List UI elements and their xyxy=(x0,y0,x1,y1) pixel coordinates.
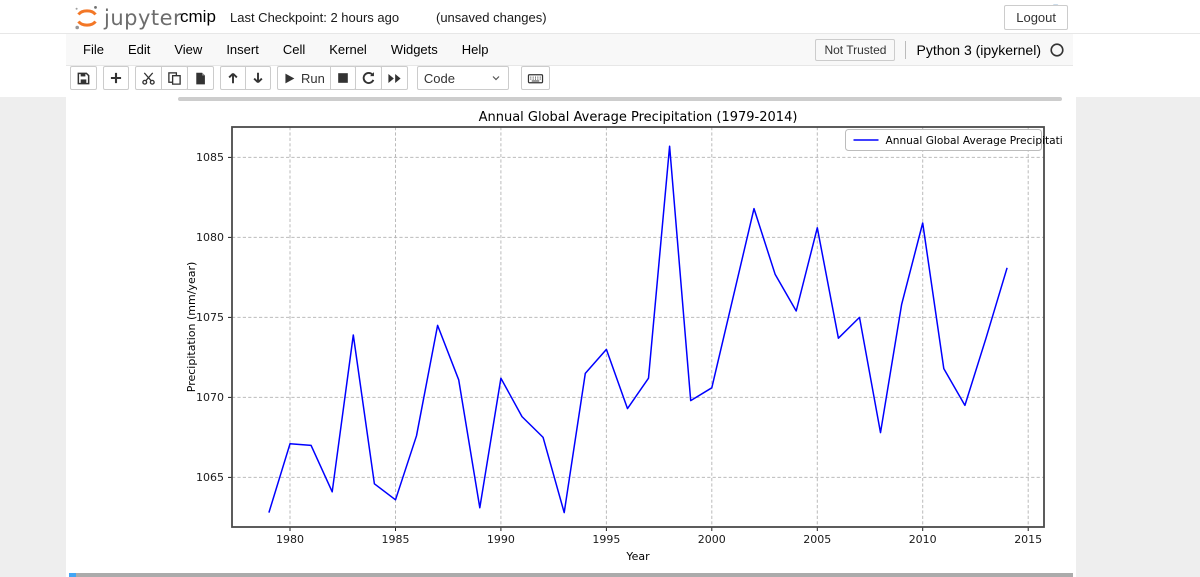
play-icon xyxy=(285,73,295,83)
menu-help[interactable]: Help xyxy=(461,42,489,57)
menu-widgets[interactable]: Widgets xyxy=(390,42,438,57)
svg-text:1070: 1070 xyxy=(196,391,224,404)
cell-type-dropdown[interactable]: Code xyxy=(416,66,509,90)
svg-text:1085: 1085 xyxy=(196,151,224,164)
notebook-body: 1980 1985 1990 1995 2000 2005 2010 2015 1065 1070… xyxy=(0,97,1200,577)
svg-text:1990: 1990 xyxy=(487,533,515,546)
notebook-title[interactable]: cmip xyxy=(180,7,216,26)
keyboard-icon xyxy=(527,73,543,83)
arrow-down-icon xyxy=(253,72,263,84)
command-palette-button[interactable] xyxy=(520,66,550,90)
paste-icon xyxy=(196,72,205,84)
svg-text:Annual Global Average Precipit: Annual Global Average Precipitation xyxy=(886,135,1063,147)
restart-kernel-button[interactable] xyxy=(354,66,382,90)
stop-icon xyxy=(338,73,348,83)
kernel-name-label[interactable]: Python 3 (ipykernel) xyxy=(916,42,1041,58)
svg-text:1065: 1065 xyxy=(196,471,224,484)
svg-text:Annual Global Average Precipit: Annual Global Average Precipitation (197… xyxy=(479,110,798,125)
move-cell-up-button[interactable] xyxy=(220,66,246,90)
restart-run-all-button[interactable] xyxy=(380,66,408,90)
precipitation-chart-output: 1980 1985 1990 1995 2000 2005 2010 2015 1065 1070… xyxy=(180,104,1076,566)
fast-forward-icon xyxy=(388,73,401,83)
svg-text:1075: 1075 xyxy=(196,311,224,324)
logout-button[interactable]: Logout xyxy=(1004,5,1068,30)
notebook-container: 1980 1985 1990 1995 2000 2005 2010 2015 1065 1070… xyxy=(66,97,1076,577)
chevron-down-icon xyxy=(492,76,500,81)
svg-text:2005: 2005 xyxy=(803,533,831,546)
svg-text:Precipitation (mm/year): Precipitation (mm/year) xyxy=(185,262,198,393)
run-label: Run xyxy=(301,70,325,86)
svg-text:1080: 1080 xyxy=(196,231,224,244)
svg-text:2000: 2000 xyxy=(698,533,726,546)
arrow-up-icon xyxy=(228,72,238,84)
not-trusted-badge[interactable]: Not Trusted xyxy=(815,39,896,61)
menu-edit[interactable]: Edit xyxy=(127,42,151,57)
interrupt-kernel-button[interactable] xyxy=(329,66,356,90)
next-cell-top-border[interactable] xyxy=(69,573,1073,577)
jupyter-planet-icon xyxy=(75,6,97,30)
jupyter-logo[interactable]: jupyter xyxy=(74,4,182,32)
plus-icon xyxy=(110,72,122,84)
copy-cells-button[interactable] xyxy=(161,66,188,90)
header: jupyter cmip Last Checkpoint: 2 hours ag… xyxy=(0,0,1200,34)
unsaved-changes-status: (unsaved changes) xyxy=(436,10,547,25)
svg-text:2010: 2010 xyxy=(909,533,937,546)
run-cell-button[interactable]: Run xyxy=(277,66,331,90)
svg-text:1980: 1980 xyxy=(276,533,304,546)
menu-view[interactable]: View xyxy=(174,42,203,57)
menu-file[interactable]: File xyxy=(83,42,104,57)
scissors-icon xyxy=(142,71,155,85)
menubar: File Edit View Insert Cell Kernel Widget… xyxy=(66,34,1073,66)
save-icon xyxy=(77,72,90,84)
cell-type-value: Code xyxy=(423,70,455,86)
divider xyxy=(905,41,907,59)
horizontal-scrollbar[interactable] xyxy=(178,97,1062,101)
menu-insert[interactable]: Insert xyxy=(226,42,259,57)
kernel-idle-icon xyxy=(1050,43,1064,57)
insert-cell-button[interactable] xyxy=(103,66,129,90)
save-button[interactable] xyxy=(70,66,97,90)
move-cell-down-button[interactable] xyxy=(245,66,271,90)
checkpoint-status: Last Checkpoint: 2 hours ago xyxy=(230,10,400,25)
selected-cell-indicator xyxy=(69,573,76,577)
toolbar: Run Code xyxy=(0,66,1200,97)
copy-icon xyxy=(168,71,181,85)
menu-cell[interactable]: Cell xyxy=(282,42,306,57)
svg-text:1985: 1985 xyxy=(382,533,410,546)
restart-icon xyxy=(362,71,375,84)
svg-text:1995: 1995 xyxy=(592,533,620,546)
paste-cells-button[interactable] xyxy=(187,66,214,90)
cut-cell-button[interactable] xyxy=(135,66,162,90)
svg-text:2015: 2015 xyxy=(1014,533,1042,546)
jupyter-logo-text: jupyter xyxy=(104,6,183,30)
svg-text:Year: Year xyxy=(625,550,650,563)
menu-kernel[interactable]: Kernel xyxy=(329,42,367,57)
menubar-row: File Edit View Insert Cell Kernel Widget… xyxy=(0,34,1200,66)
